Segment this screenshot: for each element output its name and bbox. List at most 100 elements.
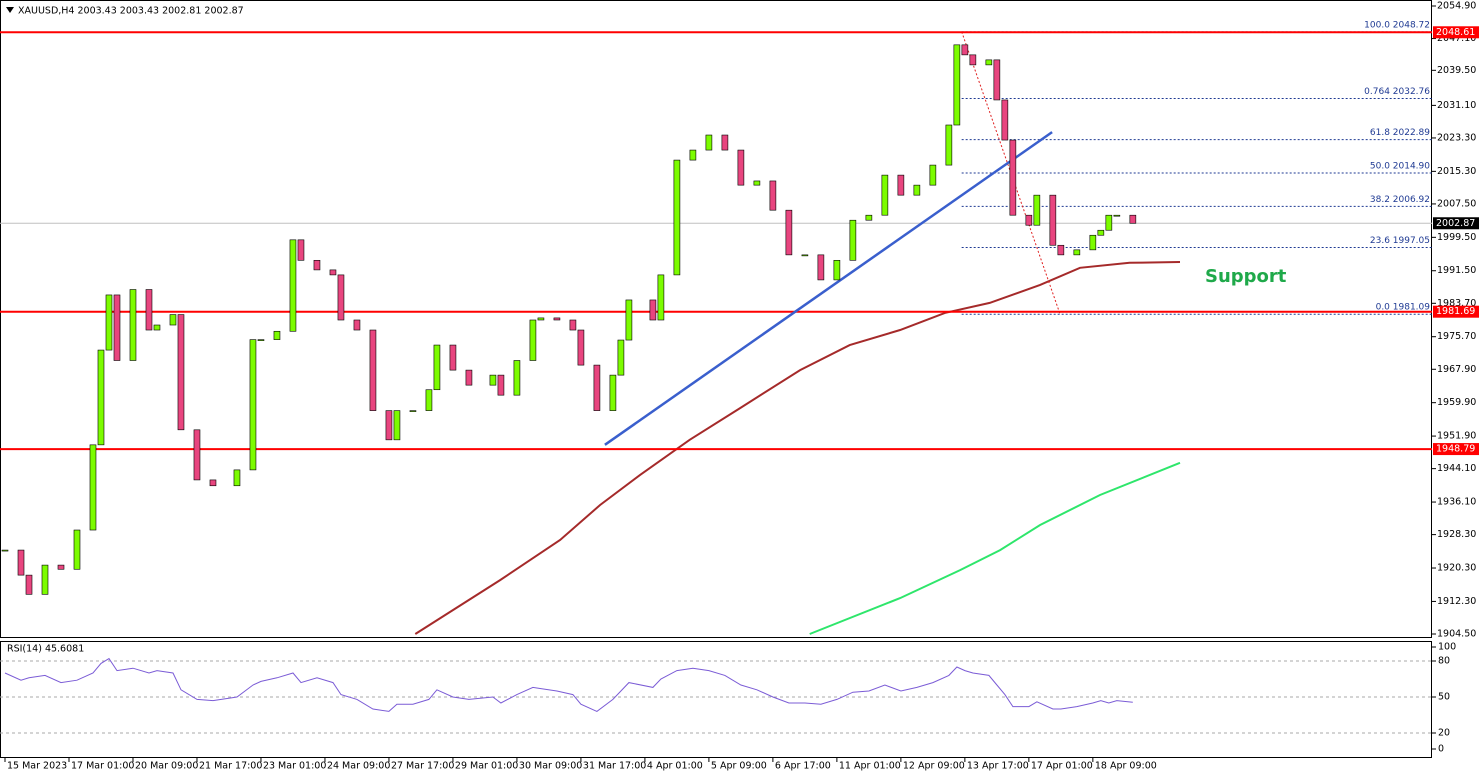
x-tick-label: 11 Apr 01:00 <box>839 761 901 772</box>
y-tick-label: 1944.10 <box>1437 463 1476 474</box>
rsi-tick-label: 80 <box>1438 656 1450 667</box>
y-tick-label: 1936.10 <box>1437 497 1476 508</box>
candle <box>849 219 857 261</box>
rsi-label: RSI(14) 45.6081 <box>7 644 84 655</box>
candle <box>129 289 137 361</box>
rsi-line <box>4 657 1133 712</box>
y-tick-label: 1991.50 <box>1437 265 1476 276</box>
candle <box>337 274 345 321</box>
level-label: 2048.61 <box>1436 27 1475 38</box>
candle <box>833 259 841 281</box>
candle <box>1001 99 1009 141</box>
candle <box>153 324 161 331</box>
x-tick-label: 23 Mar 01:00 <box>263 761 326 772</box>
candle <box>1057 244 1065 256</box>
candle <box>721 134 729 151</box>
price-label: 2002.87 <box>1436 218 1475 229</box>
y-tick-label: 2023.30 <box>1437 132 1476 143</box>
rsi-plot <box>0 657 1432 734</box>
candle <box>769 180 777 211</box>
candle <box>41 564 49 595</box>
y-tick-label: 2054.90 <box>1437 1 1476 12</box>
candle <box>393 410 401 441</box>
candle <box>689 149 697 161</box>
candle <box>1129 214 1137 224</box>
candle <box>369 329 377 411</box>
rsi-tick-label: 100 <box>1438 642 1456 653</box>
y-tick-label: 1975.70 <box>1437 331 1476 342</box>
candle <box>1 549 9 552</box>
level-box <box>1433 26 1479 39</box>
x-tick-label: 29 Mar 01:00 <box>455 761 518 772</box>
candle <box>673 159 681 276</box>
x-tick-label: 20 Mar 09:00 <box>135 761 198 772</box>
candle <box>17 549 25 576</box>
y-tick-label: 1951.90 <box>1437 431 1476 442</box>
candle <box>209 479 217 487</box>
level-label: 1948.79 <box>1436 444 1475 455</box>
rsi-tick-label: 0 <box>1438 744 1444 755</box>
y-tick-label: 1928.30 <box>1437 529 1476 540</box>
candle <box>249 339 257 471</box>
candle <box>385 410 393 441</box>
candle <box>529 319 537 361</box>
candle <box>25 574 33 595</box>
y-tick-label: 2015.30 <box>1437 166 1476 177</box>
axes: 2054.90 2047.10 2039.50 2031.10 2023.30 2015.… <box>4 1 1479 772</box>
candle <box>1089 234 1097 251</box>
candle <box>465 369 473 386</box>
y-tick-label: 2039.50 <box>1437 65 1476 76</box>
candle <box>329 269 337 276</box>
rsi-tick-label: 20 <box>1438 728 1450 739</box>
candle <box>705 134 713 151</box>
y-tick-label: 1904.50 <box>1437 628 1476 639</box>
candle <box>497 374 505 396</box>
candle <box>409 410 417 412</box>
x-tick-label: 24 Mar 09:00 <box>327 761 390 772</box>
trendline <box>604 131 1053 446</box>
candle <box>785 209 793 256</box>
candle <box>801 254 809 257</box>
candle <box>297 239 305 261</box>
candle <box>313 259 321 271</box>
x-tick-label: 27 Mar 17:00 <box>391 761 454 772</box>
candle <box>89 444 97 531</box>
candle <box>1049 194 1057 246</box>
candle <box>969 54 977 66</box>
candle <box>73 529 81 570</box>
candle <box>953 44 961 126</box>
candle <box>489 374 497 386</box>
level-label: 1981.69 <box>1436 306 1475 317</box>
candle <box>433 344 441 391</box>
x-tick-label: 17 Apr 01:00 <box>1031 761 1093 772</box>
candle <box>985 59 993 66</box>
candle <box>569 319 577 331</box>
candle <box>273 330 281 340</box>
x-tick-label: 12 Apr 09:00 <box>903 761 965 772</box>
candle <box>257 339 265 341</box>
fib-label: 0.0 1981.09 <box>1376 303 1431 313</box>
candle <box>97 349 105 446</box>
candle <box>353 319 361 331</box>
y-tick-label: 1959.90 <box>1437 397 1476 408</box>
x-tick-label: 15 Mar 2023 <box>7 761 67 772</box>
candle <box>929 164 937 186</box>
x-tick-label: 31 Mar 17:00 <box>583 761 646 772</box>
y-tick-label: 1999.50 <box>1437 232 1476 243</box>
x-tick-label: 13 Apr 17:00 <box>967 761 1029 772</box>
candle <box>737 149 745 186</box>
candle <box>593 364 601 411</box>
candle <box>945 124 953 166</box>
candle <box>145 289 153 331</box>
candle <box>865 214 873 221</box>
candle <box>1009 139 1017 216</box>
y-tick-label: 2031.10 <box>1437 100 1476 111</box>
candle <box>913 184 921 196</box>
rsi-tick-label: 50 <box>1438 692 1450 703</box>
y-tick-label: 2007.50 <box>1437 198 1476 209</box>
fib-label: 23.6 1997.05 <box>1370 236 1430 246</box>
candle <box>609 374 617 411</box>
candle <box>113 294 121 361</box>
fib-label: 50.0 2014.90 <box>1370 162 1430 172</box>
